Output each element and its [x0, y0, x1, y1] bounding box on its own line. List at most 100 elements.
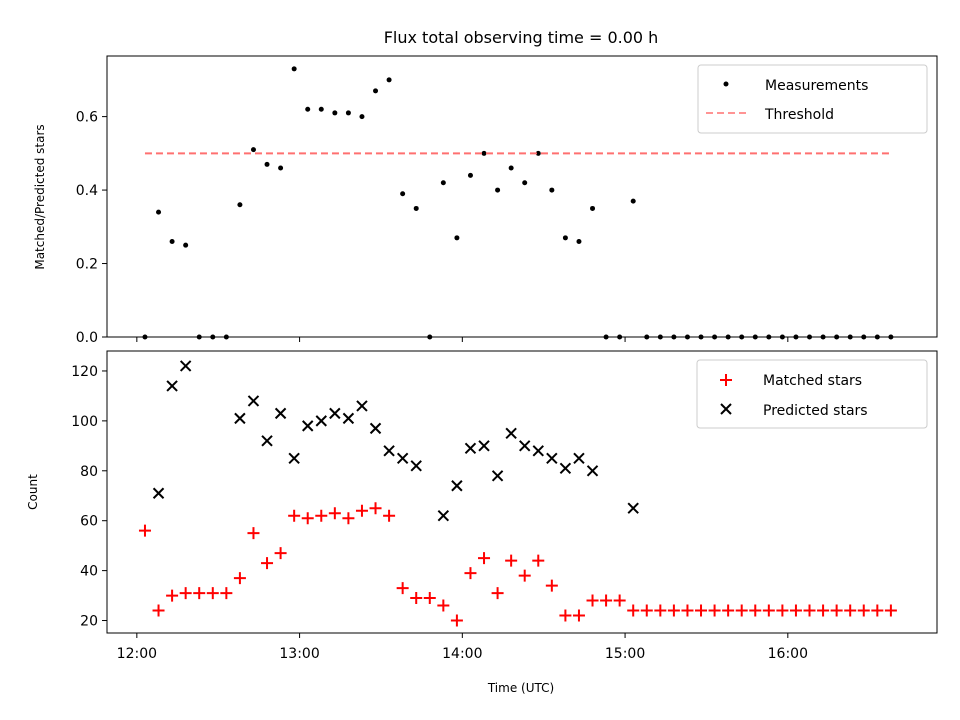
matched-stars-point — [247, 527, 260, 540]
predicted-stars-point — [505, 427, 517, 440]
x-tick-label: 14:00 — [442, 646, 482, 662]
legend-measurements-label: Measurements — [765, 78, 868, 94]
predicted-stars-point — [519, 440, 531, 452]
predicted-stars-point — [179, 360, 192, 372]
measurements-point — [576, 238, 582, 244]
top-y-axis-label: Matched/Predicted stars — [33, 124, 47, 269]
matched-stars-point — [166, 589, 179, 602]
measurements-point — [495, 187, 501, 193]
top-y-tick-label: 0.4 — [76, 183, 98, 199]
predicted-stars-point — [234, 412, 246, 425]
matched-stars-point — [817, 604, 830, 617]
matched-stars-point — [844, 604, 857, 617]
matched-stars-point — [654, 604, 667, 617]
matched-stars-point — [695, 604, 708, 617]
bottom-legend: Matched stars Predicted stars — [696, 359, 928, 429]
matched-stars-point — [138, 524, 151, 537]
legend-predicted-label: Predicted stars — [763, 403, 868, 419]
x-tick-label: 16:00 — [768, 646, 808, 662]
measurements-point — [169, 238, 175, 244]
matched-stars-point — [383, 509, 396, 522]
legend-matched-marker — [720, 374, 732, 386]
matched-stars-point — [871, 604, 884, 617]
matched-stars-point — [789, 604, 802, 617]
measurements-point — [278, 165, 284, 171]
predicted-stars-point — [559, 462, 572, 474]
matched-stars-point — [572, 609, 585, 622]
measurements-point — [318, 106, 324, 112]
predicted-stars-point — [451, 480, 463, 492]
matched-stars-point — [518, 569, 531, 582]
matched-stars-point — [328, 507, 341, 520]
matched-stars-point — [464, 567, 477, 580]
measurements-point — [264, 161, 270, 167]
predicted-stars-point — [627, 502, 639, 514]
top-chart-title: Flux total observing time = 0.00 h — [384, 28, 659, 47]
legend-threshold-label: Threshold — [764, 107, 834, 123]
measurements-point — [562, 235, 568, 241]
matched-stars-point — [681, 604, 694, 617]
matched-stars-point — [410, 592, 423, 605]
matched-stars-point — [152, 604, 165, 617]
predicted-stars-point — [464, 442, 477, 455]
matched-stars-point — [667, 604, 680, 617]
bottom-y-tick-label: 100 — [71, 414, 98, 430]
measurements-point — [467, 172, 473, 178]
top-y-tick-label: 0.6 — [76, 110, 98, 126]
bottom-plot-area: 20 40 60 80 100 120 12:00 13:00 14:00 15:00 16:00 — [71, 360, 897, 662]
matched-stars-point — [261, 557, 274, 570]
bottom-y-axis-label: Count — [26, 474, 40, 510]
matched-stars-point — [288, 509, 301, 522]
predicted-stars-point — [532, 445, 544, 457]
matched-stars-point — [437, 599, 450, 612]
matched-stars-point — [640, 604, 653, 617]
predicted-stars-point — [383, 445, 395, 457]
matched-stars-point — [627, 604, 640, 617]
top-y-tick-label: 0.2 — [76, 257, 98, 273]
bottom-y-tick-label: 80 — [80, 464, 98, 480]
bottom-y-tick-label: 60 — [80, 514, 98, 530]
measurements-point — [454, 235, 460, 241]
matched-stars-point — [559, 609, 572, 622]
matched-stars-point — [355, 504, 368, 517]
measurements-point — [183, 242, 189, 248]
predicted-stars-point — [274, 407, 287, 420]
predicted-stars-point — [546, 452, 558, 465]
top-axes-frame — [106, 55, 938, 338]
top-plot-area: 0.0 0.2 0.4 0.6 — [76, 66, 894, 346]
measurements-point — [345, 110, 351, 116]
measurements-point — [400, 191, 406, 197]
predicted-stars-point — [437, 510, 450, 522]
x-tick-label: 13:00 — [279, 646, 319, 662]
predicted-stars-point — [288, 452, 300, 465]
matched-stars-point — [735, 604, 748, 617]
matched-stars-point — [342, 512, 355, 525]
matched-stars-point — [857, 604, 870, 617]
matched-stars-point — [491, 587, 504, 600]
matched-stars-point — [478, 552, 491, 565]
measurements-point — [440, 180, 446, 186]
matched-stars-point — [722, 604, 735, 617]
legend-matched-label: Matched stars — [763, 373, 862, 389]
matched-stars-point — [193, 587, 206, 600]
matched-stars-point — [708, 604, 721, 617]
matched-stars-point — [884, 604, 897, 617]
measurements-point — [549, 187, 555, 193]
matched-stars-point — [505, 554, 518, 567]
predicted-stars-point — [247, 395, 260, 407]
measurements-point — [359, 114, 365, 120]
top-legend-box — [697, 64, 928, 134]
top-y-tick-label: 0.0 — [76, 330, 98, 346]
predicted-stars-point — [329, 407, 341, 420]
matched-stars-point — [396, 582, 409, 595]
predicted-stars-point — [356, 400, 368, 412]
x-tick-label: 15:00 — [605, 646, 645, 662]
predicted-stars-point — [152, 487, 165, 499]
matched-stars-point — [450, 614, 463, 627]
matched-stars-point — [369, 502, 382, 515]
matched-stars-point — [220, 587, 233, 600]
legend-measurements-marker — [723, 81, 729, 87]
matched-stars-point — [301, 512, 314, 525]
matched-stars-point — [586, 594, 599, 607]
measurements-point — [413, 205, 419, 211]
